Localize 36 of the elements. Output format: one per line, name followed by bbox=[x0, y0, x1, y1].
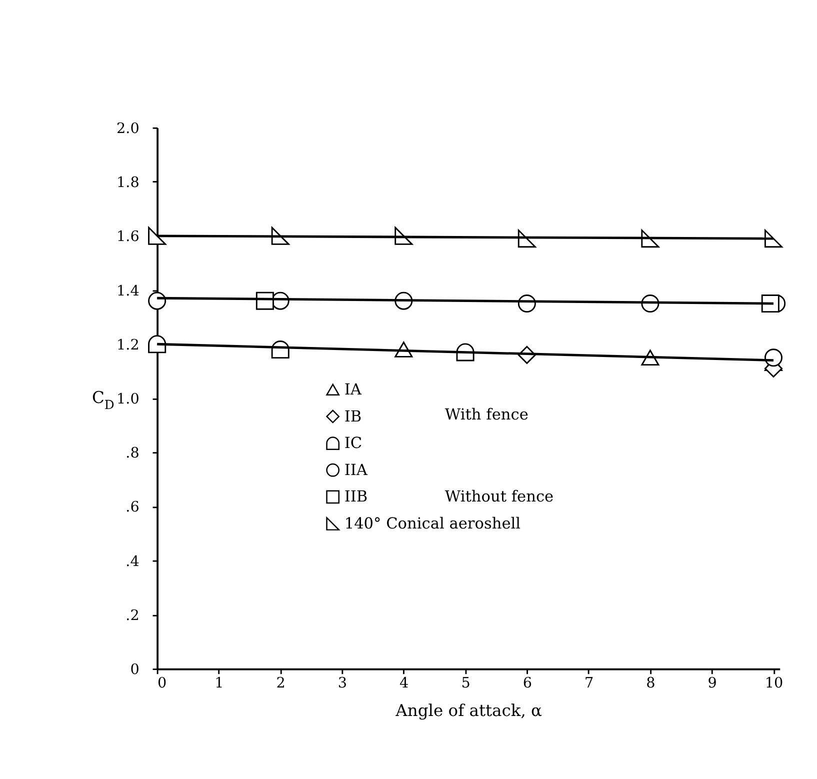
annotation: With fence bbox=[444, 405, 528, 424]
x-tick-label: 4 bbox=[400, 675, 409, 692]
x-tick-label: 9 bbox=[708, 675, 717, 692]
point bbox=[148, 335, 166, 354]
legend-label: IB bbox=[344, 407, 362, 426]
x-tick-label: 7 bbox=[584, 675, 594, 692]
y-tick-label: 0 bbox=[130, 662, 140, 678]
y-tick-label: 1.4 bbox=[116, 283, 140, 300]
point bbox=[148, 292, 166, 310]
legend-label: 140° Conical aeroshell bbox=[344, 514, 521, 533]
point bbox=[148, 226, 166, 245]
y-tick-label: 1.2 bbox=[116, 337, 140, 354]
legend-label: IA bbox=[344, 380, 362, 398]
x-tick-label: 0 bbox=[158, 675, 167, 692]
annotation: Without fence bbox=[444, 488, 554, 506]
x-tick-label: 3 bbox=[338, 675, 348, 692]
x-tick-label: 10 bbox=[764, 675, 784, 692]
y-tick-label: .4 bbox=[126, 554, 140, 570]
legend-label: IC bbox=[344, 434, 362, 452]
x-tick-label: 1 bbox=[214, 675, 224, 692]
y-tick-label: 1.6 bbox=[116, 229, 140, 246]
y-tick-label: 1.0 bbox=[116, 392, 140, 408]
legend-label: IIB bbox=[344, 488, 368, 506]
y-tick-label: .6 bbox=[126, 500, 140, 516]
x-tick-label: 8 bbox=[646, 675, 656, 692]
x-tick-label: 5 bbox=[461, 675, 470, 692]
y-tick-label: 1.8 bbox=[116, 175, 140, 192]
y-tick-label: .2 bbox=[126, 608, 140, 624]
point bbox=[761, 294, 780, 313]
x-tick-label: 2 bbox=[276, 675, 286, 692]
y-tick-label: .8 bbox=[126, 446, 140, 462]
point bbox=[764, 348, 782, 367]
x-axis-title: Angle of attack, α bbox=[394, 701, 542, 720]
y-tick-label: 2.0 bbox=[116, 120, 140, 137]
x-tick-label: 6 bbox=[522, 675, 532, 692]
legend-label: IIA bbox=[344, 460, 368, 479]
